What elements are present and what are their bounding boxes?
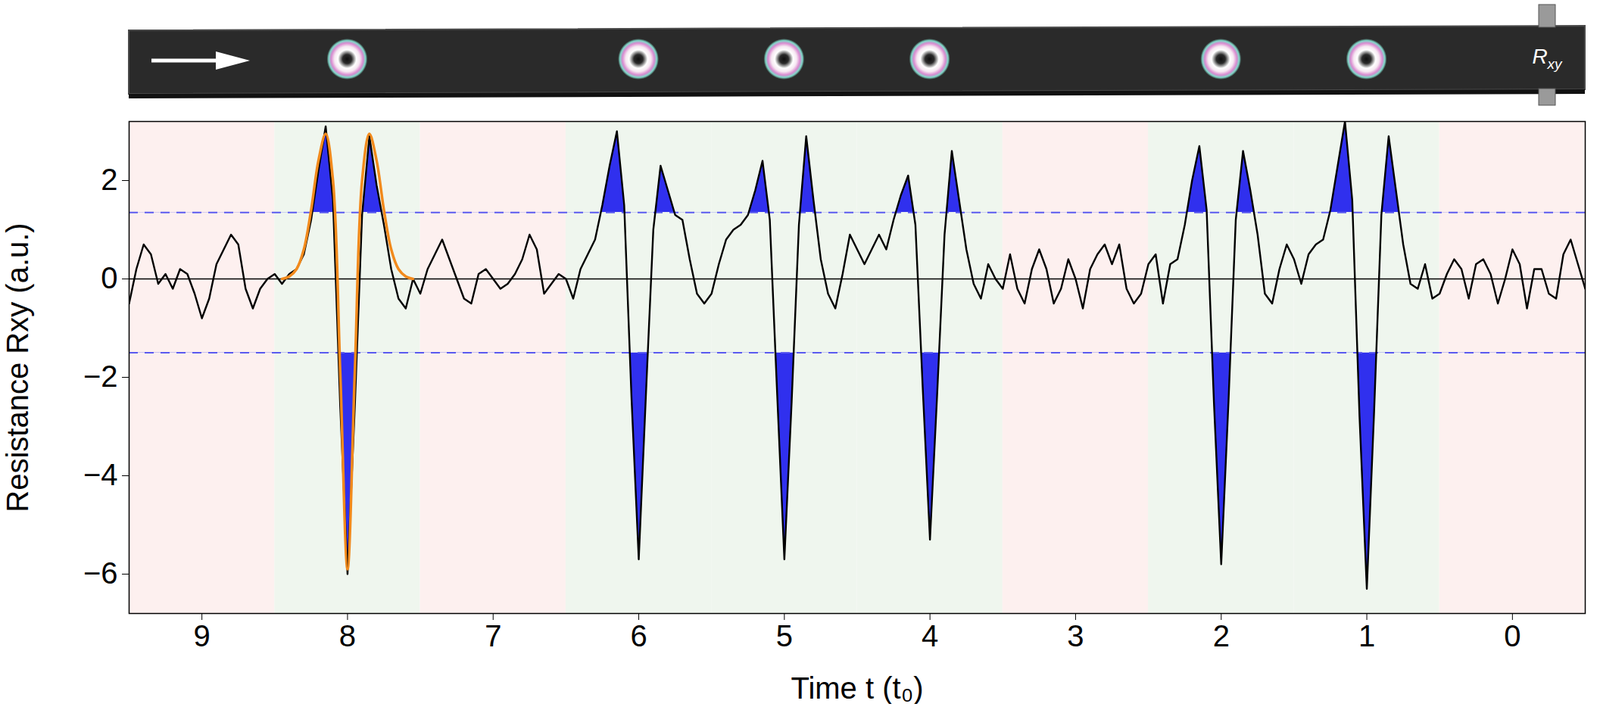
svg-text:2: 2 bbox=[1213, 619, 1230, 653]
svg-text:9: 9 bbox=[193, 619, 211, 653]
svg-text:Time t (t₀): Time t (t₀) bbox=[790, 671, 924, 705]
svg-text:5: 5 bbox=[776, 619, 793, 653]
svg-text:Rxy: Rxy bbox=[1531, 44, 1563, 72]
svg-text:−6: −6 bbox=[83, 556, 119, 590]
svg-text:−2: −2 bbox=[83, 359, 119, 393]
svg-text:4: 4 bbox=[921, 619, 939, 653]
svg-text:8: 8 bbox=[339, 619, 356, 653]
svg-text:7: 7 bbox=[484, 619, 502, 653]
svg-text:6: 6 bbox=[630, 619, 647, 653]
svg-text:0: 0 bbox=[100, 261, 118, 295]
svg-text:−4: −4 bbox=[83, 458, 119, 492]
svg-text:0: 0 bbox=[1503, 619, 1521, 653]
svg-text:1: 1 bbox=[1358, 619, 1376, 653]
svg-text:2: 2 bbox=[100, 162, 118, 197]
svg-text:3: 3 bbox=[1066, 619, 1084, 653]
svg-text:Resistance Rxy (a.u.): Resistance Rxy (a.u.) bbox=[0, 222, 35, 512]
